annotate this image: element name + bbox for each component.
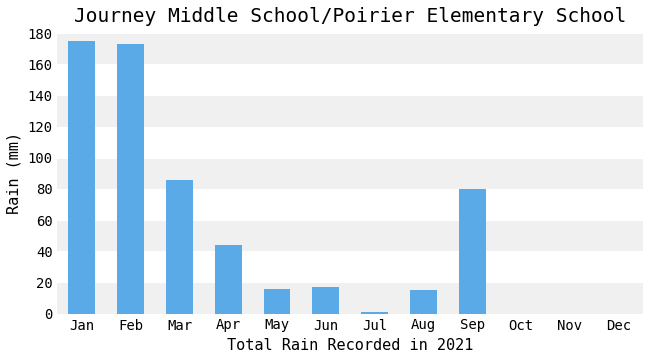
Bar (57, 189, 643, 220)
Bar (57, 95, 643, 127)
Bar (459, 189, 486, 314)
Bar (215, 245, 242, 314)
Bar (264, 289, 291, 314)
Bar (166, 180, 193, 314)
Title: Journey Middle School/Poirier Elementary School: Journey Middle School/Poirier Elementary… (74, 7, 627, 26)
Bar (57, 64, 643, 95)
Bar (57, 127, 643, 158)
X-axis label: Total Rain Recorded in 2021: Total Rain Recorded in 2021 (227, 338, 473, 353)
Bar (117, 44, 144, 314)
Bar (313, 287, 339, 314)
Bar (68, 41, 96, 314)
Bar (57, 158, 643, 189)
Y-axis label: Rain (mm): Rain (mm) (7, 132, 22, 215)
Bar (410, 290, 437, 314)
Bar (57, 283, 643, 314)
Bar (57, 251, 643, 283)
Bar (57, 220, 643, 251)
Bar (57, 33, 643, 64)
Bar (361, 312, 388, 314)
